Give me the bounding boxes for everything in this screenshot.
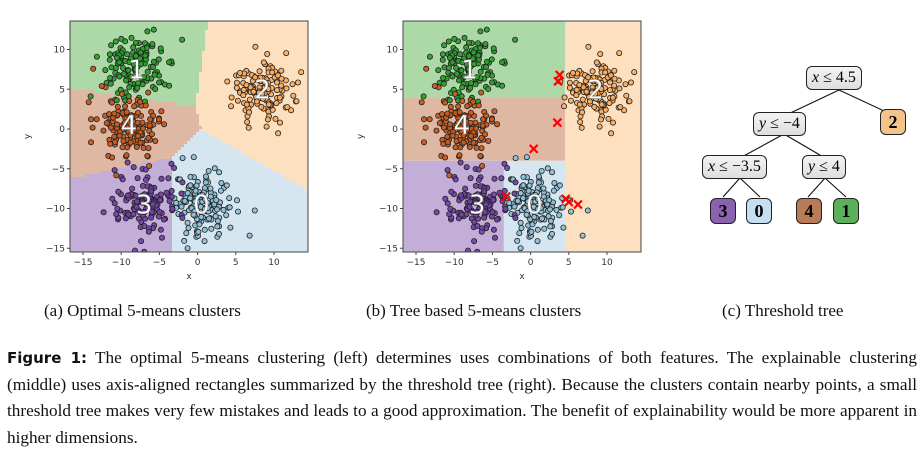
- cluster-label: 1: [461, 55, 478, 85]
- tree-leaf-0: 0: [746, 198, 772, 224]
- scatter-points: [418, 26, 638, 252]
- mistake-x-marker: [573, 199, 583, 210]
- cluster-label: 3: [136, 191, 153, 221]
- mistake-x-marker: [528, 144, 539, 154]
- node-variable: x: [812, 69, 820, 86]
- tree-node-y-le-neg4: y ≤ −4: [753, 112, 806, 136]
- tree-leaf-1: 1: [833, 198, 859, 224]
- cluster-label: 1: [128, 55, 145, 85]
- node-operator: ≤: [823, 69, 832, 86]
- node-operator: ≤: [719, 158, 728, 175]
- tree-node-y-le-4: y ≤ 4: [802, 155, 846, 179]
- tree-leaf-2: 2: [880, 109, 906, 135]
- subcaption-b: (b) Tree based 5-means clusters: [366, 301, 582, 320]
- figure-label: Figure 1:: [7, 349, 88, 367]
- mistake-x-marker: [501, 191, 511, 202]
- cluster-label: 2: [254, 75, 271, 105]
- figure-caption-text: The optimal 5-means clustering (left) de…: [7, 348, 917, 447]
- cluster-label: 0: [193, 191, 210, 221]
- node-operator: ≤: [819, 158, 828, 175]
- subcaption-a: (a) Optimal 5-means clusters: [44, 301, 241, 320]
- mistake-x-marker: [552, 117, 563, 128]
- node-threshold: −3.5: [731, 158, 761, 175]
- cluster-label: 0: [526, 191, 543, 221]
- subcaption-c: (c) Threshold tree: [722, 301, 844, 320]
- mistake-x-marker: [564, 197, 574, 207]
- cluster-label: 4: [454, 111, 471, 141]
- cluster-label: 2: [587, 75, 604, 105]
- mistake-x-marker: [553, 76, 563, 87]
- node-operator: ≤: [770, 115, 779, 132]
- cluster-label: 4: [121, 111, 138, 141]
- node-variable: x: [708, 158, 716, 175]
- tree-node-x-le-neg3p5: x ≤ −3.5: [702, 155, 767, 179]
- node-variable: y: [808, 158, 816, 175]
- tree-leaf-4: 4: [796, 198, 822, 224]
- node-threshold: −4: [782, 115, 800, 132]
- node-threshold: 4.5: [835, 69, 856, 86]
- scatter-points: [85, 26, 305, 252]
- tree-regions: [403, 21, 641, 252]
- figure-caption: Figure 1: The optimal 5-means clustering…: [7, 345, 917, 451]
- node-threshold: 4: [831, 158, 840, 175]
- node-variable: y: [759, 115, 767, 132]
- tree-leaf-3: 3: [710, 198, 736, 224]
- tree-node-root: x ≤ 4.5: [806, 66, 862, 90]
- cluster-label: 3: [469, 191, 486, 221]
